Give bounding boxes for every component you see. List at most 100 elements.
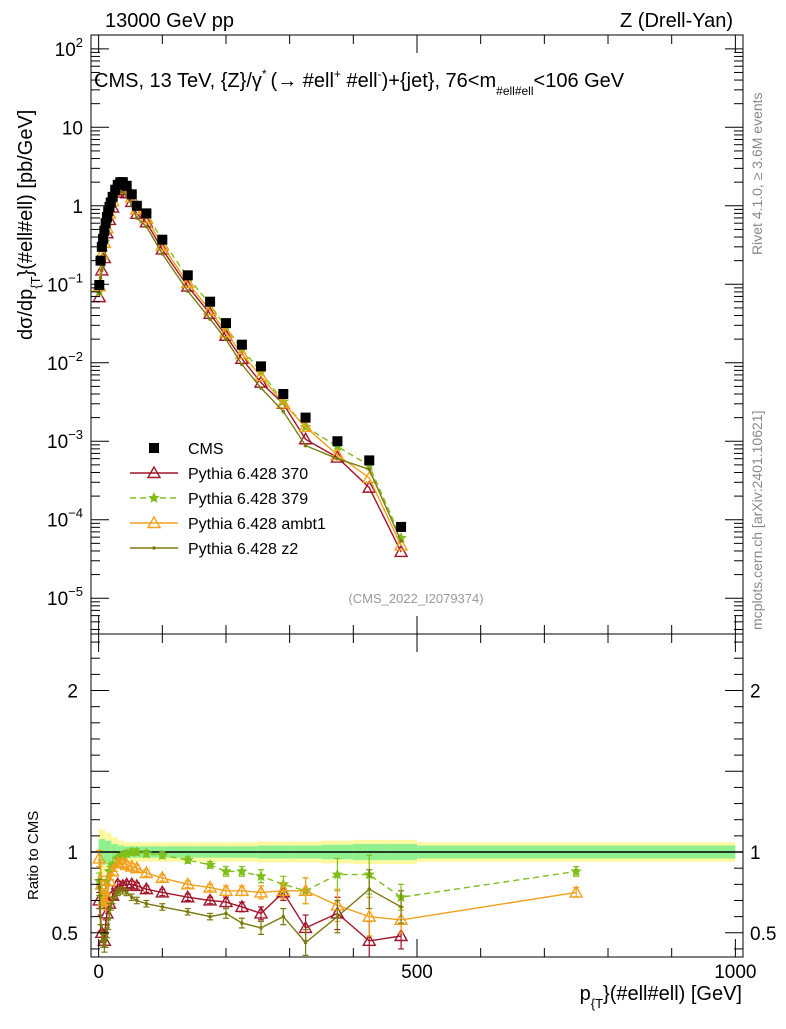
series-marker	[110, 898, 115, 903]
data-marker	[99, 225, 110, 236]
ratio-y-tick-label-right: 2	[750, 682, 761, 703]
series-marker	[276, 883, 291, 896]
series-marker	[155, 870, 170, 884]
series-marker	[335, 456, 340, 461]
series-marker	[131, 846, 143, 857]
series-marker	[236, 865, 248, 877]
series-marker	[568, 884, 584, 898]
series-marker	[144, 901, 149, 906]
series-marker	[570, 865, 582, 877]
series-marker	[224, 911, 228, 916]
series-marker	[185, 289, 190, 293]
series-marker	[107, 911, 112, 916]
ratio-y-tick-label-right: 0.5	[750, 924, 776, 945]
ratio-y-tick-label: 0.5	[52, 924, 78, 945]
series-marker	[281, 409, 286, 414]
data-marker	[101, 211, 112, 222]
series-marker	[155, 884, 170, 898]
rivet-version-label: Rivet 4.1.0, ≥ 3.6M events	[749, 92, 765, 255]
series-marker	[393, 928, 409, 942]
y-tick-label: 10	[62, 118, 83, 139]
series-marker	[146, 465, 162, 479]
axes: 0 500 1000 102 10 1 10−1 10−2 10−3 10−4 10−5 0.5 0.5…	[47, 34, 776, 983]
y-tick-label: 102	[55, 35, 83, 61]
series-marker	[362, 909, 377, 922]
series-marker	[218, 883, 234, 896]
ratio-series-line	[98, 887, 402, 949]
series-marker	[100, 268, 104, 273]
series-marker	[148, 492, 160, 503]
data-marker	[364, 455, 375, 466]
data-marker	[205, 296, 216, 307]
series-marker	[120, 847, 133, 859]
series-marker	[124, 890, 129, 895]
series-marker	[204, 858, 216, 870]
series-marker	[97, 885, 102, 890]
series-marker	[118, 888, 123, 893]
series-marker	[94, 263, 110, 276]
ratio-panel	[92, 846, 584, 957]
series-marker	[135, 216, 139, 220]
series-marker	[234, 883, 250, 896]
legend-label: Pythia 6.428 379	[188, 491, 308, 508]
series-marker	[367, 887, 372, 891]
series-marker	[393, 912, 409, 926]
y-tick-label: 10−5	[47, 584, 83, 610]
header-left: 13000 GeV pp	[105, 10, 234, 32]
series-marker	[140, 847, 153, 859]
data-marker	[256, 361, 267, 372]
y-tick-label: 10−3	[47, 427, 83, 453]
series-marker	[144, 224, 149, 229]
series-marker	[98, 276, 103, 280]
legend-label: Pythia 6.428 z2	[188, 541, 298, 558]
series-marker	[160, 905, 165, 909]
series-marker	[362, 933, 377, 947]
series-marker	[253, 884, 269, 898]
series-marker	[303, 443, 308, 448]
series-marker	[108, 905, 113, 909]
series-marker	[152, 546, 156, 550]
series-marker	[129, 895, 134, 900]
series-marker	[276, 395, 291, 409]
series-marker	[103, 939, 108, 943]
main-ylabel: dσ/dp{T}(#ell#ell) [pb/GeV]	[15, 110, 43, 340]
x-tick-label: 0	[93, 962, 104, 983]
series-marker	[139, 865, 154, 879]
series-marker	[126, 846, 138, 857]
analysis-watermark: (CMS_2022_I2079374)	[348, 591, 483, 606]
series-marker	[218, 894, 234, 908]
header-right: Z (Drell-Yan)	[620, 10, 733, 32]
series-marker	[202, 893, 218, 906]
data-marker	[95, 255, 106, 266]
main-panel	[92, 176, 409, 558]
series-marker	[255, 870, 267, 882]
series-marker	[92, 851, 107, 864]
series-marker	[367, 467, 372, 472]
y-tick-label: 10−2	[47, 349, 83, 375]
series-marker	[259, 386, 263, 390]
series-marker	[180, 275, 195, 289]
data-marker	[96, 241, 107, 252]
series-marker	[208, 317, 212, 321]
y-tick-label: 10−4	[47, 506, 83, 532]
series-marker	[106, 922, 110, 927]
series-marker	[155, 238, 170, 251]
legend-label: CMS	[188, 441, 224, 458]
legend-label: Pythia 6.428 370	[188, 466, 308, 483]
ratio-y-tick-label: 1	[67, 843, 78, 864]
series-marker	[146, 515, 162, 529]
series-marker	[180, 876, 195, 890]
data-marker	[157, 234, 168, 245]
series-marker	[99, 889, 115, 903]
xlabel: p{T}(#ell#ell) [GeV]	[580, 983, 742, 1011]
series-marker	[399, 905, 403, 909]
series-marker	[303, 940, 308, 945]
data-marker	[300, 412, 311, 423]
series-marker	[259, 926, 263, 930]
series-marker	[115, 855, 131, 869]
series-marker	[98, 914, 103, 919]
data-marker	[396, 521, 407, 532]
data-marker	[126, 189, 137, 200]
series-marker	[335, 914, 340, 919]
